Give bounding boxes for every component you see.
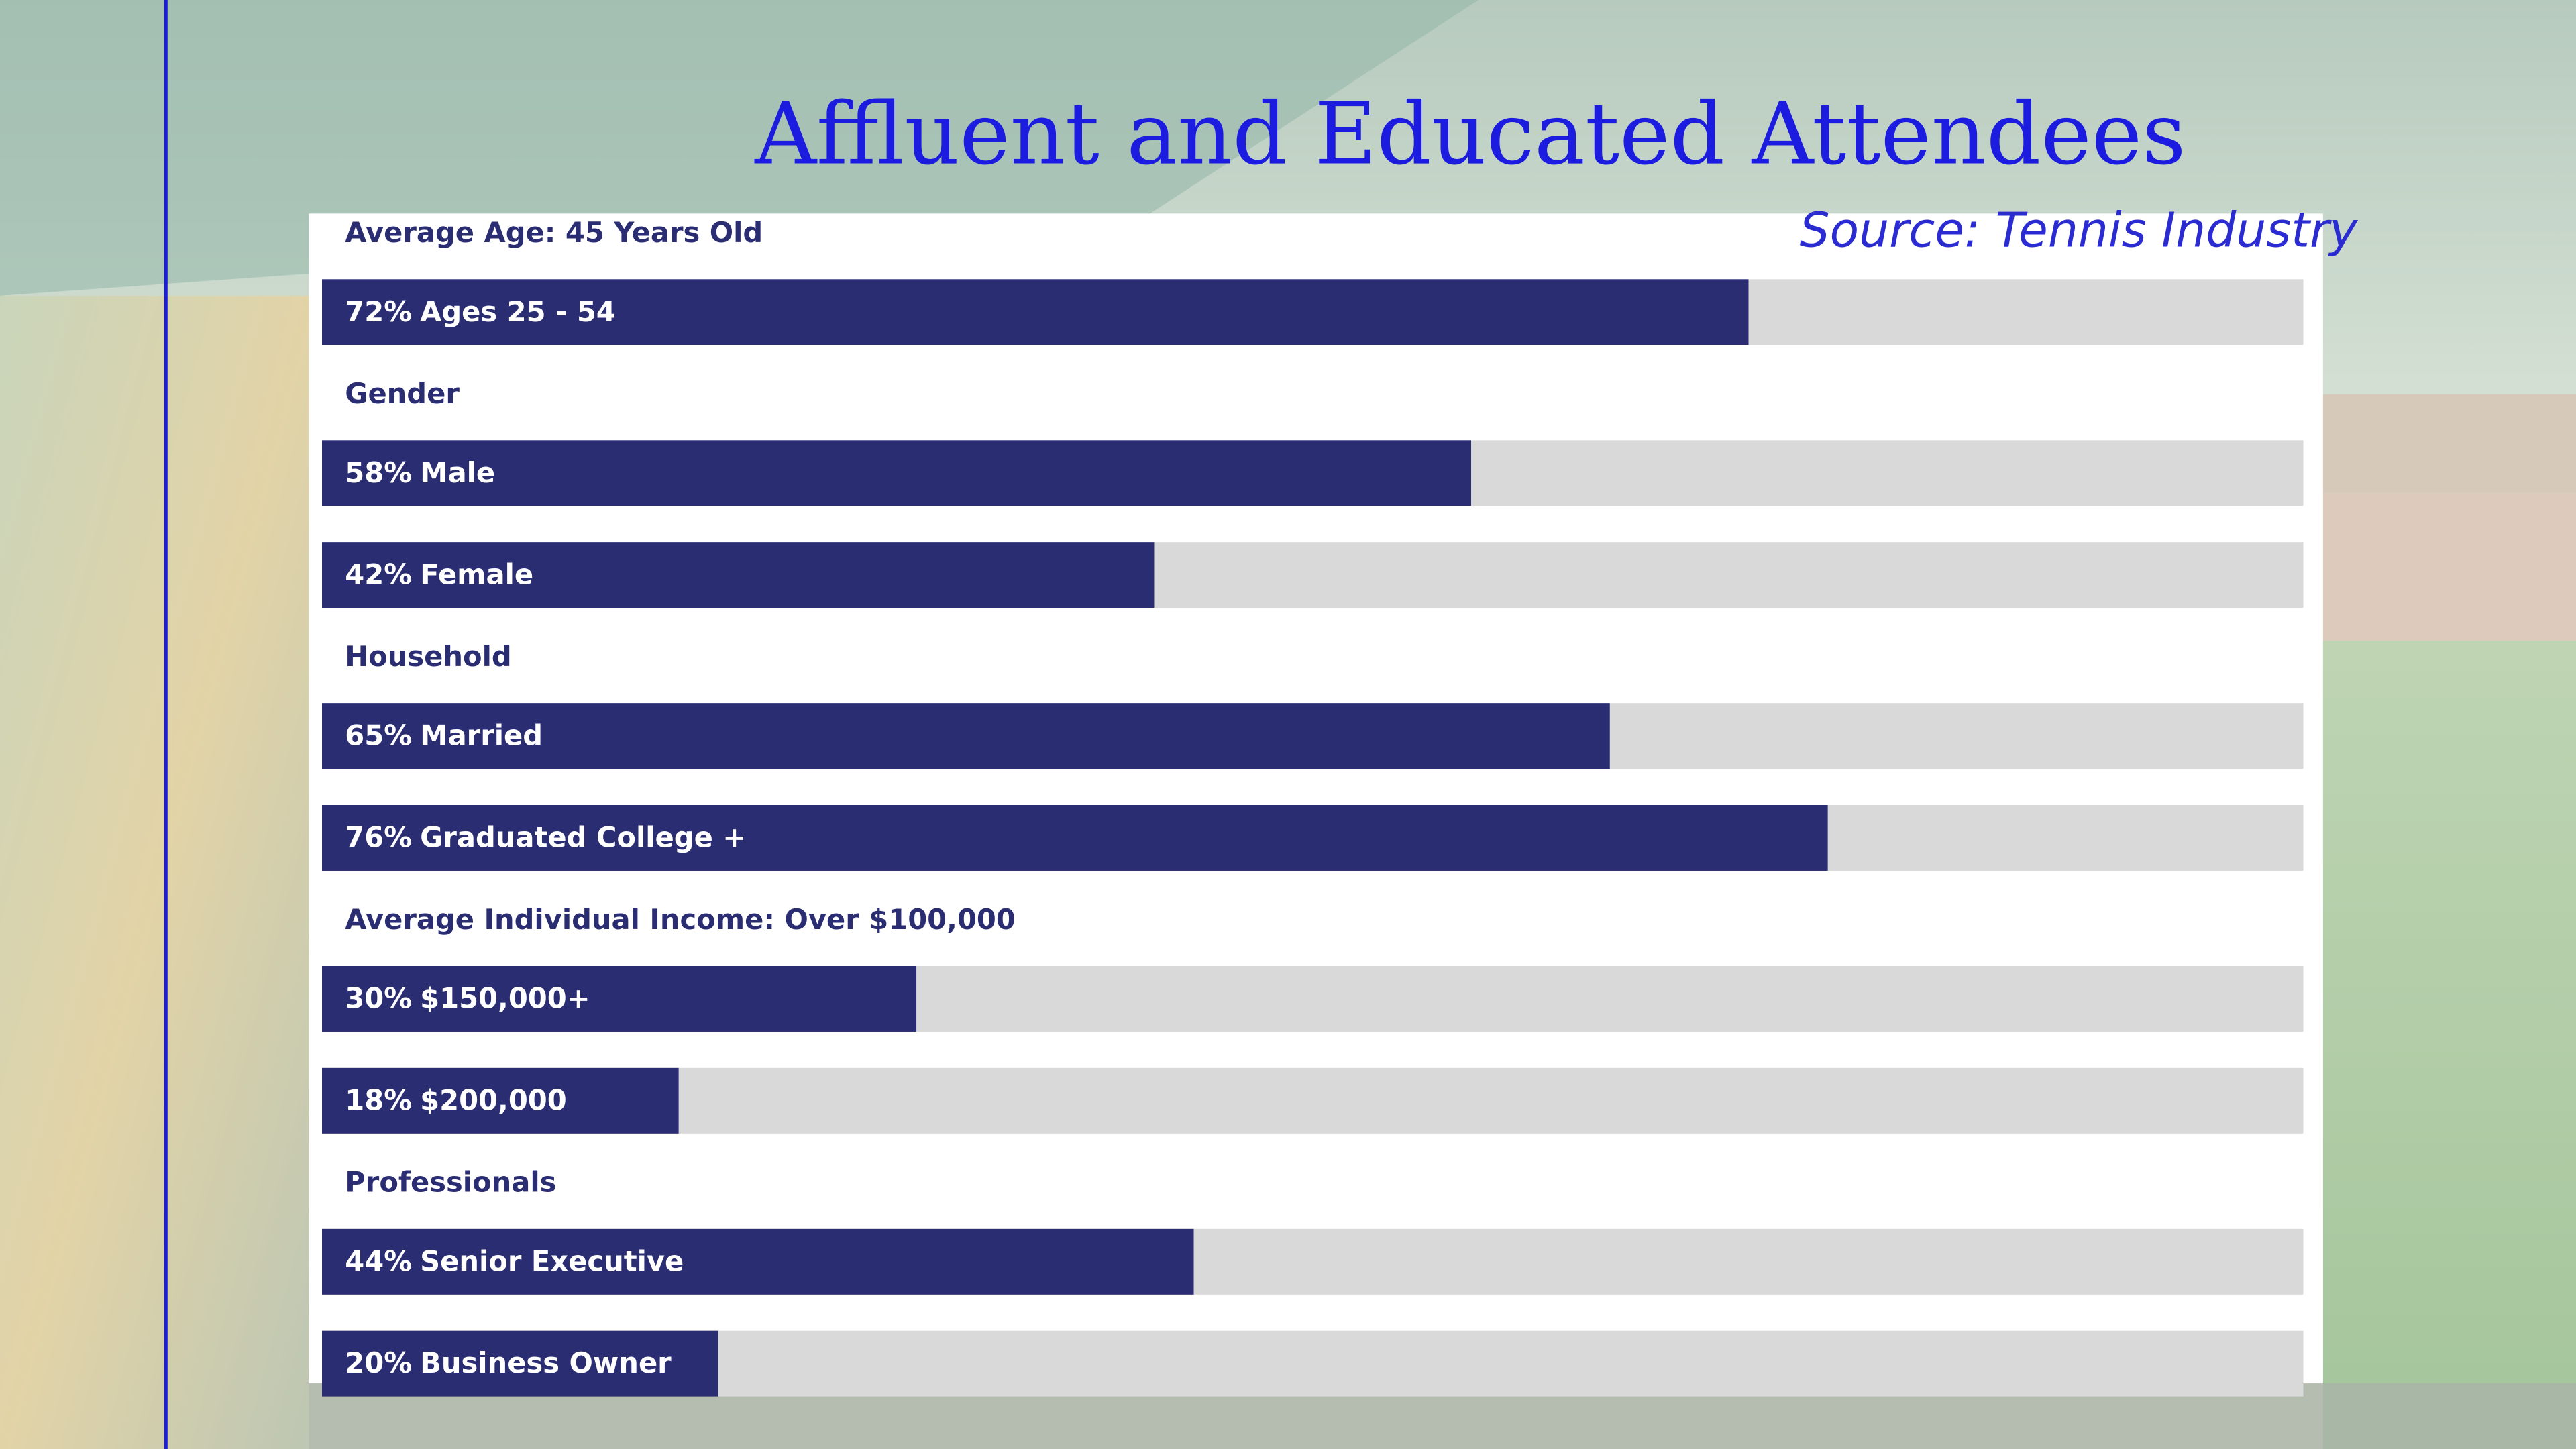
- source-note: Source: Tennis Industry: [1800, 202, 2359, 258]
- bar-label: 65%Married: [345, 719, 543, 752]
- value-label: 44%: [345, 1244, 412, 1277]
- value-label: 30%: [345, 981, 412, 1014]
- category-label: $150,000+: [420, 981, 590, 1014]
- bar-label: 76%Graduated College +: [345, 820, 746, 853]
- section-heading: Professionals: [345, 1166, 556, 1199]
- bar-label: 20%Business Owner: [345, 1346, 672, 1379]
- category-label: Graduated College +: [420, 820, 746, 853]
- slide: Affluent and Educated Attendees Source: …: [0, 0, 2576, 1449]
- section-heading: Average Individual Income: Over $100,000: [345, 903, 1016, 936]
- category-label: Female: [420, 558, 533, 591]
- section-heading: Average Age: 45 Years Old: [345, 216, 763, 249]
- value-label: 58%: [345, 456, 412, 489]
- bar-label: 58%Male: [345, 456, 495, 489]
- value-label: 42%: [345, 558, 412, 591]
- category-label: Business Owner: [420, 1346, 672, 1379]
- category-label: Senior Executive: [420, 1244, 684, 1277]
- category-label: Married: [420, 719, 543, 752]
- category-label: Male: [420, 456, 495, 489]
- value-label: 76%: [345, 820, 412, 853]
- bar-label: 72%Ages 25 - 54: [345, 295, 616, 328]
- section-heading: Gender: [345, 377, 460, 410]
- panel: [309, 213, 2322, 1383]
- category-label: $200,000: [420, 1083, 567, 1116]
- section-heading: Household: [345, 640, 511, 673]
- category-label: Ages 25 - 54: [420, 295, 616, 328]
- value-label: 18%: [345, 1083, 412, 1116]
- bar-label: 30%$150,000+: [345, 981, 590, 1014]
- chart-title: Affluent and Educated Attendees: [754, 85, 2186, 184]
- bar-label: 18%$200,000: [345, 1083, 566, 1116]
- bar-label: 42%Female: [345, 558, 533, 591]
- bar-label: 44%Senior Executive: [345, 1244, 684, 1277]
- value-label: 20%: [345, 1346, 412, 1379]
- value-label: 65%: [345, 719, 412, 752]
- value-label: 72%: [345, 295, 412, 328]
